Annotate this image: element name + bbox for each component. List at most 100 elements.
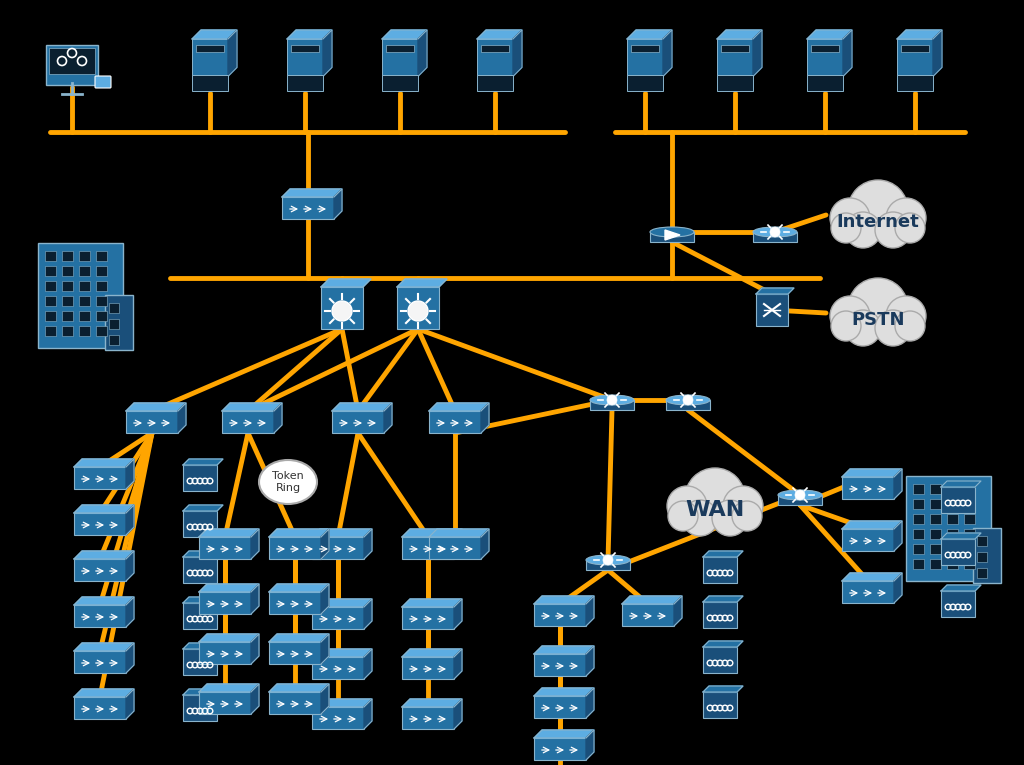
Polygon shape xyxy=(418,30,427,76)
Polygon shape xyxy=(222,403,282,411)
Circle shape xyxy=(682,500,718,536)
FancyBboxPatch shape xyxy=(109,335,119,345)
Polygon shape xyxy=(74,505,134,513)
FancyBboxPatch shape xyxy=(269,692,321,714)
FancyBboxPatch shape xyxy=(44,325,55,336)
Polygon shape xyxy=(312,699,372,707)
Polygon shape xyxy=(364,599,372,629)
Polygon shape xyxy=(183,643,223,649)
Polygon shape xyxy=(332,403,392,411)
FancyBboxPatch shape xyxy=(901,45,929,52)
FancyBboxPatch shape xyxy=(74,513,126,535)
FancyBboxPatch shape xyxy=(183,511,217,537)
FancyBboxPatch shape xyxy=(627,76,663,91)
Polygon shape xyxy=(126,505,134,535)
Polygon shape xyxy=(402,699,462,707)
FancyBboxPatch shape xyxy=(46,45,98,85)
FancyBboxPatch shape xyxy=(402,707,454,729)
FancyBboxPatch shape xyxy=(61,325,73,336)
Polygon shape xyxy=(894,469,902,499)
Polygon shape xyxy=(74,643,134,651)
Polygon shape xyxy=(703,551,743,557)
Polygon shape xyxy=(364,649,372,679)
FancyBboxPatch shape xyxy=(109,319,119,329)
Circle shape xyxy=(712,500,748,536)
FancyBboxPatch shape xyxy=(930,483,940,493)
FancyBboxPatch shape xyxy=(429,411,481,433)
FancyBboxPatch shape xyxy=(269,592,321,614)
FancyBboxPatch shape xyxy=(912,558,924,568)
Polygon shape xyxy=(534,730,594,738)
Polygon shape xyxy=(321,584,329,614)
Polygon shape xyxy=(251,684,259,714)
Circle shape xyxy=(831,213,861,243)
Text: PSTN: PSTN xyxy=(851,311,905,329)
Polygon shape xyxy=(897,30,942,39)
Polygon shape xyxy=(842,521,902,529)
Polygon shape xyxy=(717,30,762,39)
FancyBboxPatch shape xyxy=(402,537,454,559)
FancyBboxPatch shape xyxy=(44,311,55,321)
Polygon shape xyxy=(663,30,672,76)
Circle shape xyxy=(668,501,698,531)
FancyBboxPatch shape xyxy=(912,483,924,493)
FancyBboxPatch shape xyxy=(534,696,586,718)
Polygon shape xyxy=(941,533,981,539)
FancyBboxPatch shape xyxy=(61,265,73,275)
Polygon shape xyxy=(321,529,329,559)
Polygon shape xyxy=(397,279,447,287)
FancyBboxPatch shape xyxy=(61,250,73,261)
Polygon shape xyxy=(402,649,462,657)
Polygon shape xyxy=(807,30,852,39)
FancyBboxPatch shape xyxy=(703,692,737,718)
FancyBboxPatch shape xyxy=(631,45,659,52)
FancyBboxPatch shape xyxy=(717,76,753,91)
Polygon shape xyxy=(894,521,902,551)
FancyBboxPatch shape xyxy=(291,45,319,52)
Polygon shape xyxy=(756,288,794,294)
Circle shape xyxy=(667,486,707,526)
Text: Internet: Internet xyxy=(837,213,920,231)
Circle shape xyxy=(603,555,613,565)
Polygon shape xyxy=(513,30,522,76)
Circle shape xyxy=(607,395,617,405)
Polygon shape xyxy=(429,529,489,537)
Polygon shape xyxy=(481,403,489,433)
FancyBboxPatch shape xyxy=(79,265,89,275)
FancyBboxPatch shape xyxy=(312,657,364,679)
Polygon shape xyxy=(382,30,427,39)
Circle shape xyxy=(332,301,352,321)
FancyBboxPatch shape xyxy=(842,581,894,603)
Polygon shape xyxy=(183,505,223,511)
FancyBboxPatch shape xyxy=(807,76,843,91)
Circle shape xyxy=(831,311,861,341)
FancyBboxPatch shape xyxy=(402,607,454,629)
FancyBboxPatch shape xyxy=(199,592,251,614)
FancyBboxPatch shape xyxy=(61,295,73,305)
Polygon shape xyxy=(321,279,371,287)
FancyBboxPatch shape xyxy=(930,543,940,554)
FancyBboxPatch shape xyxy=(183,557,217,583)
Polygon shape xyxy=(481,529,489,559)
Circle shape xyxy=(845,310,881,346)
FancyBboxPatch shape xyxy=(382,39,418,76)
Polygon shape xyxy=(269,584,329,592)
FancyBboxPatch shape xyxy=(199,537,251,559)
Polygon shape xyxy=(334,189,342,219)
Circle shape xyxy=(845,212,881,248)
FancyBboxPatch shape xyxy=(477,39,513,76)
Polygon shape xyxy=(454,699,462,729)
FancyBboxPatch shape xyxy=(183,649,217,675)
Polygon shape xyxy=(665,230,680,240)
Ellipse shape xyxy=(778,490,822,500)
FancyBboxPatch shape xyxy=(287,76,323,91)
FancyBboxPatch shape xyxy=(477,76,513,91)
FancyBboxPatch shape xyxy=(964,558,975,568)
Polygon shape xyxy=(269,529,329,537)
FancyBboxPatch shape xyxy=(196,45,224,52)
FancyBboxPatch shape xyxy=(977,568,986,578)
Circle shape xyxy=(886,296,926,336)
Polygon shape xyxy=(842,573,902,581)
Polygon shape xyxy=(321,634,329,664)
FancyBboxPatch shape xyxy=(44,265,55,275)
